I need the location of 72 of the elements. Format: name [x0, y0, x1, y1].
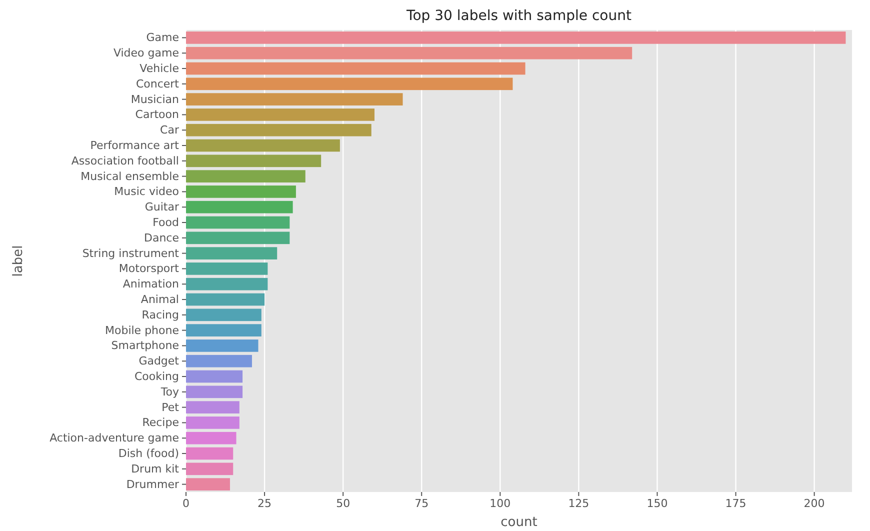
y-tick-label: Animal	[140, 293, 179, 306]
y-tick-label: Mobile phone	[104, 324, 180, 337]
bar	[186, 262, 268, 275]
y-tick-label: Cooking	[134, 370, 179, 384]
x-tick-label: 125	[568, 496, 590, 510]
y-tick-label: Dish (food)	[118, 447, 179, 460]
bar	[186, 139, 340, 152]
bar	[186, 478, 230, 490]
bar	[186, 386, 243, 398]
x-tick-label: 200	[804, 496, 825, 510]
x-tick-label: 75	[414, 496, 429, 510]
bar	[186, 232, 290, 244]
y-tick-label: Gadget	[138, 354, 180, 368]
y-tick-label: Drum kit	[131, 462, 180, 476]
x-tick-label: 50	[336, 496, 350, 510]
y-tick-label: Music video	[114, 185, 180, 198]
bar	[186, 462, 234, 476]
bar	[186, 308, 262, 322]
y-tick-label: Dance	[144, 231, 180, 244]
y-tick-label: Game	[146, 31, 180, 44]
bar	[186, 32, 846, 44]
bar	[186, 324, 262, 336]
bar	[186, 46, 632, 60]
bar	[186, 78, 513, 90]
y-tick-label: Guitar	[144, 200, 180, 214]
bar	[186, 340, 258, 352]
y-tick-label: Car	[160, 124, 180, 137]
y-tick-label: String instrument	[82, 246, 180, 260]
x-tick-label: 100	[490, 496, 511, 510]
bar	[186, 278, 268, 290]
y-tick-label: Toy	[160, 385, 180, 398]
y-tick-label: Pet	[162, 400, 180, 414]
bar	[186, 154, 322, 168]
bar	[186, 370, 243, 383]
bar	[186, 247, 278, 260]
x-tick-label: 25	[258, 496, 272, 510]
y-axis-title: label	[11, 245, 26, 277]
bar	[186, 354, 252, 368]
x-tick-label: 150	[646, 496, 668, 510]
bar	[186, 216, 290, 229]
x-tick-label: 175	[725, 496, 746, 510]
bar	[186, 124, 372, 136]
y-tick-label: Drummer	[126, 478, 180, 491]
bar	[186, 416, 240, 429]
bar	[186, 432, 236, 444]
bar	[186, 108, 374, 121]
chart-title: Top 30 labels with sample count	[406, 8, 632, 24]
y-tick-label: Vehicle	[140, 62, 180, 76]
y-tick-label: Concert	[136, 77, 180, 90]
x-axis-title: count	[500, 515, 538, 530]
bar	[186, 401, 240, 414]
y-tick-label: Animation	[122, 278, 180, 291]
bar	[186, 293, 265, 306]
bar	[186, 93, 403, 106]
y-tick-label: Musical ensemble	[80, 170, 180, 183]
bar	[186, 62, 526, 75]
x-tick-label: 0	[182, 496, 190, 510]
bar	[186, 170, 306, 182]
y-tick-label: Video game	[113, 46, 180, 60]
bar	[186, 200, 293, 214]
y-tick-label: Recipe	[142, 416, 180, 430]
y-tick-label: Association football	[71, 154, 179, 168]
y-tick-label: Food	[152, 216, 179, 230]
y-tick-label: Action-adventure game	[50, 432, 180, 445]
y-tick-label: Racing	[142, 308, 179, 322]
y-tick-label: Smartphone	[111, 339, 180, 352]
y-tick-label: Musician	[130, 92, 180, 106]
bar	[186, 186, 296, 198]
y-tick-label: Cartoon	[135, 108, 180, 122]
y-tick-label: Motorsport	[118, 262, 180, 276]
y-tick-label: Performance art	[90, 139, 180, 152]
bar	[186, 447, 234, 460]
